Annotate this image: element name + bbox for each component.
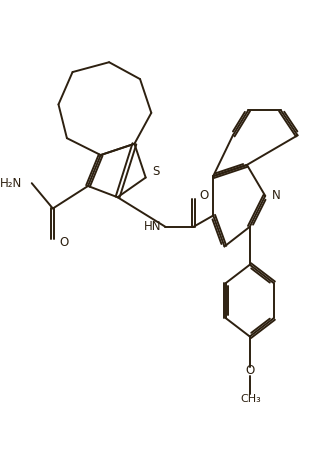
Text: HN: HN [144,220,161,233]
Text: O: O [245,364,254,377]
Text: CH₃: CH₃ [241,394,262,404]
Text: N: N [271,189,280,202]
Text: H₂N: H₂N [0,176,22,190]
Text: O: O [200,189,209,202]
Text: O: O [59,236,68,249]
Text: S: S [152,165,159,178]
